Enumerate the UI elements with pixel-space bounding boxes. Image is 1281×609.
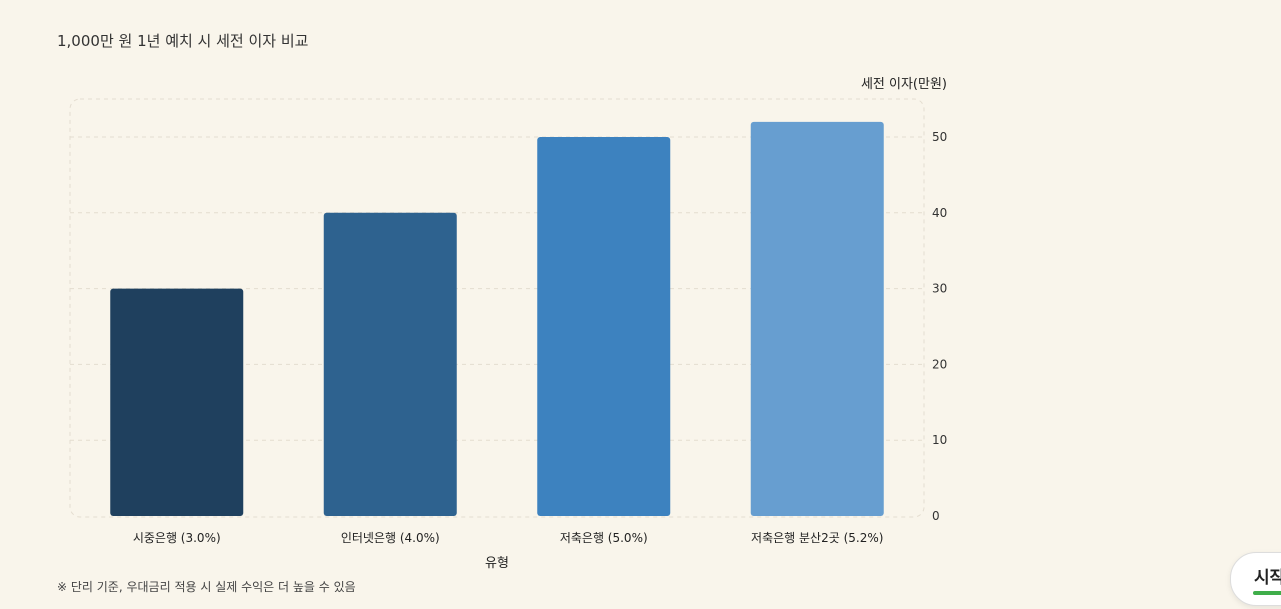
grid-lines [70,136,924,441]
y-axis-ticks: 0 10 20 30 40 50 [932,130,947,523]
bar[interactable] [750,121,884,516]
bar[interactable] [537,137,671,516]
x-axis-ticks: 시중은행 (3.0%) 인터넷은행 (4.0%) 저축은행 (5.0%) 저축은행 분… [133,530,884,545]
start-button-label: 시작 [1254,568,1281,588]
x-tick-label: 인터넷은행 (4.0%) [341,530,440,545]
y-tick-label: 0 [932,509,940,523]
start-button-indicator [1253,591,1281,595]
footnote: ※ 단리 기준, 우대금리 적용 시 실제 수익은 더 높을 수 있음 [57,580,356,594]
bars [110,121,884,517]
x-tick-label: 저축은행 분산2곳 (5.2%) [751,530,883,545]
x-axis-label: 유형 [485,556,509,571]
y-tick-label: 10 [932,433,947,447]
x-tick-label: 저축은행 (5.0%) [560,530,648,545]
bar[interactable] [323,212,457,517]
bar[interactable] [110,288,244,516]
y-tick-label: 20 [932,357,947,371]
chart-title: 1,000만 원 1년 예치 시 세전 이자 비교 [57,32,309,50]
y-tick-label: 50 [932,130,947,144]
y-tick-label: 30 [932,282,947,296]
plot-area [69,98,925,518]
x-tick-label: 시중은행 (3.0%) [133,530,221,545]
y-axis-label: 세전 이자(만원) [861,77,947,92]
start-button[interactable]: 시작 [1230,552,1281,606]
y-tick-label: 40 [932,206,947,220]
